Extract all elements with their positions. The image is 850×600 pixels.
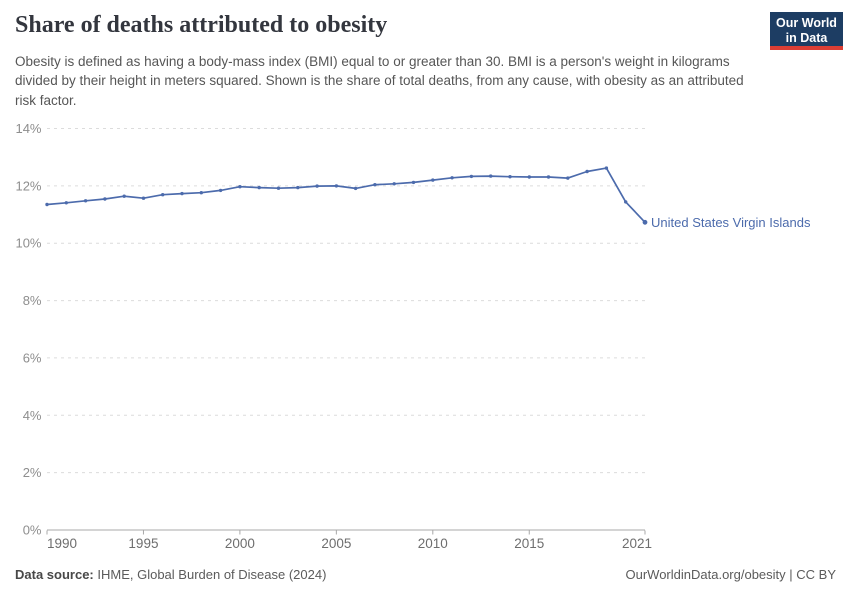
- series-line[interactable]: [46, 167, 646, 224]
- data-point[interactable]: [392, 182, 396, 186]
- data-point[interactable]: [161, 193, 165, 197]
- data-point[interactable]: [334, 184, 339, 188]
- y-tick-label: 14%: [15, 121, 41, 136]
- data-point[interactable]: [489, 174, 493, 178]
- x-tick-label: 2000: [225, 536, 255, 551]
- data-point[interactable]: [566, 176, 570, 180]
- data-point[interactable]: [642, 219, 648, 225]
- y-tick-label: 8%: [23, 293, 42, 308]
- data-point[interactable]: [373, 183, 377, 187]
- owid-logo[interactable]: Our World in Data: [770, 12, 843, 50]
- owid-logo-line2: in Data: [785, 31, 828, 45]
- data-point[interactable]: [585, 169, 589, 174]
- data-source-value: IHME, Global Burden of Disease (2024): [97, 567, 327, 582]
- x-tick-label: 2005: [321, 536, 351, 551]
- data-point[interactable]: [180, 191, 184, 196]
- footer-license-link[interactable]: OurWorldinData.org/obesity | CC BY: [625, 567, 837, 582]
- data-point[interactable]: [83, 199, 88, 203]
- x-tick-label: 1990: [47, 536, 77, 551]
- x-tick-label: 1995: [128, 536, 158, 551]
- data-point[interactable]: [257, 185, 261, 190]
- data-point[interactable]: [546, 175, 551, 179]
- data-point[interactable]: [218, 188, 223, 193]
- series-label[interactable]: United States Virgin Islands: [651, 215, 811, 230]
- data-point[interactable]: [122, 194, 126, 198]
- chart-subtitle: Obesity is defined as having a body-mass…: [15, 54, 744, 108]
- data-source-label: Data source:: [15, 567, 94, 582]
- data-point[interactable]: [238, 185, 242, 189]
- data-point[interactable]: [199, 191, 203, 195]
- x-tick-label: 2015: [514, 536, 544, 551]
- y-tick-label: 0%: [23, 523, 42, 538]
- owid-logo-line1: Our World: [776, 16, 837, 30]
- data-point[interactable]: [411, 180, 416, 185]
- data-point[interactable]: [103, 197, 107, 201]
- x-tick-label: 2021: [622, 536, 652, 551]
- y-tick-label: 2%: [23, 465, 42, 480]
- data-point[interactable]: [604, 166, 609, 170]
- y-tick-label: 6%: [23, 350, 42, 365]
- x-tick-label: 2010: [418, 536, 448, 551]
- y-tick-label: 12%: [15, 178, 41, 193]
- y-tick-label: 10%: [15, 236, 41, 251]
- data-point[interactable]: [624, 200, 628, 204]
- y-tick-label: 4%: [23, 408, 42, 423]
- data-point[interactable]: [469, 174, 474, 179]
- data-point[interactable]: [64, 201, 69, 205]
- data-point[interactable]: [527, 175, 531, 179]
- data-point[interactable]: [141, 196, 146, 200]
- data-point[interactable]: [508, 175, 512, 179]
- data-point[interactable]: [276, 186, 281, 190]
- page-title: Share of deaths attributed to obesity: [15, 12, 388, 38]
- data-point[interactable]: [296, 185, 300, 190]
- data-point[interactable]: [353, 186, 358, 191]
- data-point[interactable]: [450, 176, 454, 180]
- data-source: Data source: IHME, Global Burden of Dise…: [15, 567, 326, 582]
- data-point[interactable]: [315, 184, 319, 188]
- data-point[interactable]: [45, 202, 49, 207]
- data-point[interactable]: [431, 178, 435, 182]
